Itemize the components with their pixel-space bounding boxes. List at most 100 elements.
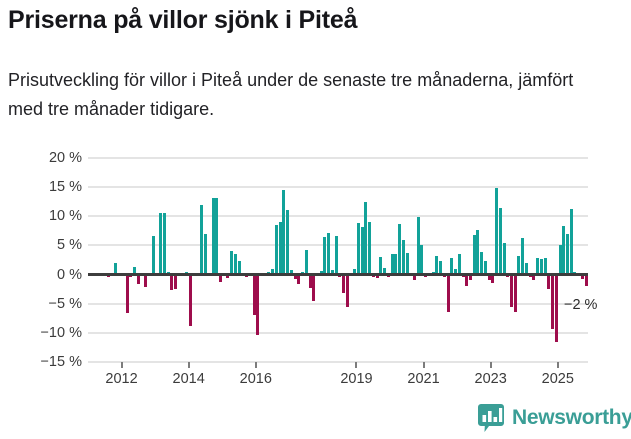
bar (412, 274, 416, 281)
bar (502, 242, 506, 275)
plot-area (88, 157, 588, 363)
bar (151, 235, 155, 275)
bar (286, 210, 290, 275)
bar (282, 190, 286, 275)
bar (498, 208, 502, 275)
bar (159, 212, 163, 275)
bar (125, 274, 129, 314)
bar (144, 274, 148, 288)
bar (416, 217, 420, 275)
bar (256, 274, 260, 335)
x-axis-tick-mark (556, 362, 559, 368)
bar (334, 236, 338, 275)
bar (364, 201, 368, 275)
gridline (88, 186, 588, 189)
bar (375, 274, 379, 279)
bar (252, 274, 256, 316)
x-axis-tick-mark (254, 362, 257, 368)
bar (401, 239, 405, 275)
bar (558, 245, 562, 275)
bar (420, 245, 424, 275)
bar (215, 198, 219, 275)
y-axis-tick-label: 0 % (57, 266, 82, 283)
bar (398, 224, 402, 275)
y-axis-tick-label: 15 % (48, 179, 82, 196)
bar (345, 274, 349, 307)
gridline (88, 361, 588, 363)
bar (562, 226, 566, 275)
bar (580, 274, 584, 279)
bar (450, 257, 454, 275)
bar (495, 187, 499, 275)
bar (330, 269, 334, 275)
bar (162, 213, 166, 275)
bar (189, 274, 193, 326)
x-axis-tick-mark (120, 362, 123, 368)
gridline (88, 157, 588, 159)
x-axis: 2012 2014 2016 2019 2021 2023 2025 (88, 362, 588, 392)
last-value-annotation: −2 % (564, 296, 598, 313)
y-axis-tick-label: 5 % (57, 237, 82, 254)
bar (304, 250, 308, 275)
x-axis-tick-mark (422, 362, 425, 368)
x-axis-tick-mark (355, 362, 358, 368)
bar (319, 271, 323, 275)
x-axis-tick-label: 2012 (105, 371, 138, 387)
bar (327, 232, 331, 275)
x-axis-tick-label: 2021 (407, 371, 440, 387)
bar (230, 251, 234, 275)
bar (439, 261, 443, 275)
bar (454, 269, 458, 275)
y-axis-tick-label: 10 % (48, 208, 82, 225)
x-axis-tick-label: 2025 (541, 371, 574, 387)
bar (551, 274, 555, 330)
bar-chart-bubble-icon (478, 404, 504, 432)
bar (476, 230, 480, 275)
bar (271, 268, 275, 275)
bar (211, 198, 215, 275)
x-axis-tick-label: 2014 (172, 371, 205, 387)
bar (218, 274, 222, 282)
x-axis-tick-label: 2023 (474, 371, 507, 387)
bar (457, 253, 461, 275)
newsworthy-logo: Newsworthy (478, 404, 631, 432)
bar (379, 257, 383, 275)
bar (174, 274, 178, 290)
bar (569, 209, 573, 275)
bar (405, 253, 409, 275)
bar (521, 238, 525, 275)
bar (483, 261, 487, 275)
y-axis-tick-label: −10 % (40, 324, 82, 341)
page-title: Priserna på villor sjönk i Piteå (8, 6, 358, 34)
y-axis: 20 % 15 % 10 % 5 % 0 % −5 % −10 % −15 % (0, 150, 82, 370)
bar (510, 274, 513, 307)
bar (323, 236, 327, 275)
bar (446, 274, 450, 313)
bar (136, 274, 140, 284)
x-axis-tick-mark (187, 362, 190, 368)
bar (487, 274, 491, 280)
bar (517, 255, 521, 275)
gridline (88, 244, 588, 247)
bar (532, 274, 536, 280)
bar (565, 233, 569, 275)
bar (114, 262, 118, 275)
bar (383, 267, 387, 275)
bar (390, 254, 394, 275)
bar (360, 226, 364, 275)
x-axis-tick-label: 2016 (239, 371, 272, 387)
bar (233, 253, 237, 275)
logo-text: Newsworthy (512, 406, 631, 429)
bar (200, 205, 204, 275)
bar (394, 254, 398, 275)
gridline (88, 215, 588, 218)
bar (297, 274, 301, 284)
bar (353, 269, 357, 275)
bar (584, 274, 588, 287)
bar (465, 274, 469, 286)
bar (293, 274, 297, 279)
bar (274, 225, 278, 275)
bar (204, 234, 208, 275)
bar (289, 269, 293, 275)
bar (237, 260, 241, 275)
